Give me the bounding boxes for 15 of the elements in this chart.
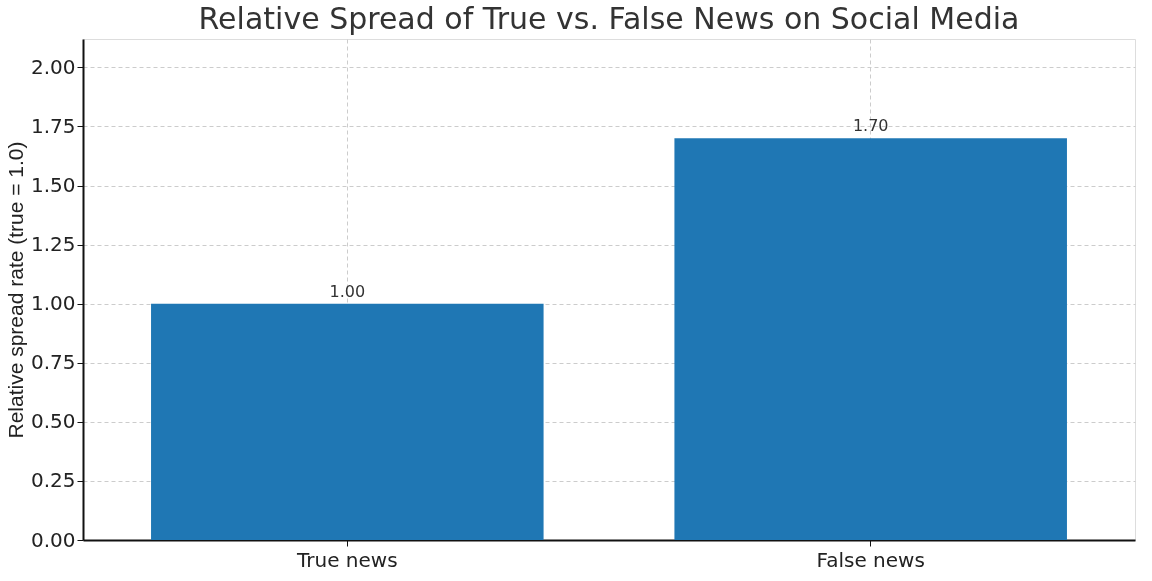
y-tick-label: 0.00 bbox=[30, 527, 76, 552]
y-tick-label: 0.75 bbox=[30, 350, 76, 375]
y-tick-label: 1.50 bbox=[30, 173, 76, 198]
chart-title: Relative Spread of True vs. False News on Social Media bbox=[198, 1, 1020, 36]
y-tick-label: 0.50 bbox=[30, 409, 76, 434]
y-tick-label: 1.75 bbox=[30, 113, 76, 138]
x-tick-label: True news bbox=[296, 547, 398, 572]
x-tick-label: False news bbox=[816, 547, 925, 572]
y-tick-label: 1.25 bbox=[30, 232, 76, 257]
y-tick-label: 1.00 bbox=[30, 291, 76, 316]
y-axis-title: Relative spread rate (true = 1.0) bbox=[3, 141, 27, 439]
y-tick-label: 0.25 bbox=[30, 468, 76, 493]
y-tick-label: 2.00 bbox=[30, 54, 76, 79]
data-label: 1.70 bbox=[852, 116, 889, 136]
data-label: 1.00 bbox=[329, 281, 366, 301]
